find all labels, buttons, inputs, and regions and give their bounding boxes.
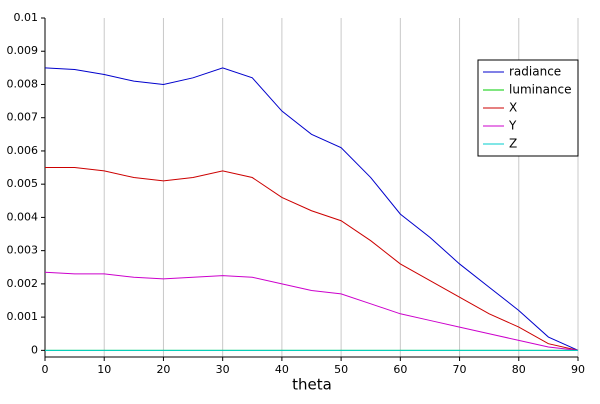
series-line <box>45 167 579 351</box>
y-tick-label: 0.008 <box>7 77 39 90</box>
y-tick-label: 0.005 <box>7 177 39 190</box>
x-tick-label: 30 <box>216 363 230 376</box>
x-axis-label: theta <box>292 376 332 394</box>
x-tick-label: 10 <box>97 363 111 376</box>
legend-label: Y <box>508 119 517 133</box>
x-tick-label: 70 <box>453 363 467 376</box>
x-tick-label: 20 <box>156 363 170 376</box>
y-tick-label: 0.007 <box>7 111 39 124</box>
y-tick-label: 0.009 <box>7 44 39 57</box>
y-tick-label: 0.001 <box>7 310 39 323</box>
x-tick-label: 40 <box>275 363 289 376</box>
legend-label: radiance <box>509 65 561 79</box>
y-tick-label: 0.002 <box>7 277 39 290</box>
x-tick-label: 50 <box>334 363 348 376</box>
y-tick-label: 0.003 <box>7 244 39 257</box>
series-line <box>44 67 579 351</box>
legend-label: luminance <box>509 83 572 97</box>
y-tick-label: 0.01 <box>14 11 39 24</box>
y-tick-label: 0.006 <box>7 144 39 157</box>
series-line <box>44 271 579 351</box>
y-tick-label: 0 <box>31 343 38 356</box>
legend-label: Z <box>509 137 517 151</box>
x-tick-label: 90 <box>571 363 585 376</box>
x-tick-label: 60 <box>393 363 407 376</box>
legend-label: X <box>509 101 517 115</box>
x-tick-label: 0 <box>42 363 49 376</box>
x-tick-label: 80 <box>512 363 526 376</box>
y-tick-label: 0.004 <box>7 210 39 223</box>
